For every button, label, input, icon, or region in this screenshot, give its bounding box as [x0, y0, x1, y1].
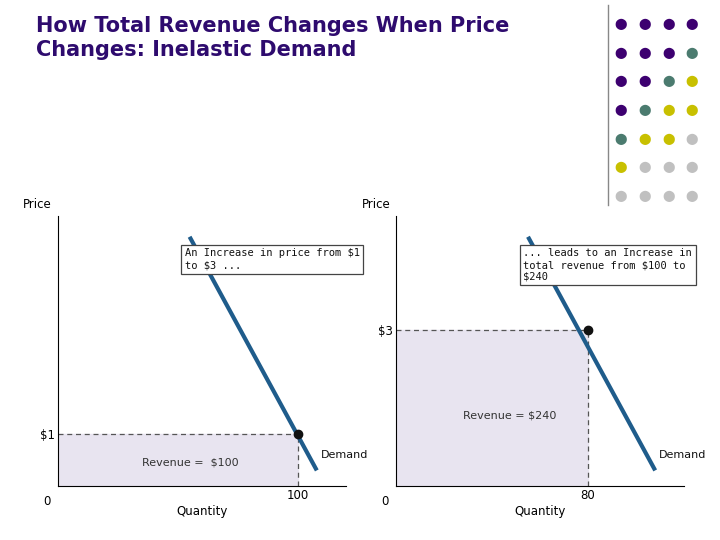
Text: ⬤: ⬤ — [614, 191, 627, 202]
Text: ⬤: ⬤ — [662, 191, 675, 202]
Text: ⬤: ⬤ — [614, 105, 627, 116]
Text: Revenue = $240: Revenue = $240 — [463, 411, 557, 421]
Text: ⬤: ⬤ — [614, 133, 627, 145]
Text: 0: 0 — [43, 495, 50, 508]
Text: ⬤: ⬤ — [662, 133, 675, 145]
Text: Demand: Demand — [659, 450, 706, 460]
Text: ⬤: ⬤ — [638, 162, 651, 173]
Text: Revenue =  $100: Revenue = $100 — [142, 457, 238, 468]
Text: An Increase in price from $1
to $3 ...: An Increase in price from $1 to $3 ... — [185, 248, 360, 270]
Text: Price: Price — [23, 198, 52, 211]
Text: ⬤: ⬤ — [685, 191, 698, 202]
Polygon shape — [58, 434, 297, 486]
Text: ⬤: ⬤ — [662, 19, 675, 30]
Text: How Total Revenue Changes When Price
Changes: Inelastic Demand: How Total Revenue Changes When Price Cha… — [36, 16, 509, 60]
Text: ⬤: ⬤ — [662, 76, 675, 87]
Text: ⬤: ⬤ — [685, 19, 698, 30]
Text: ⬤: ⬤ — [638, 48, 651, 59]
Text: ⬤: ⬤ — [662, 105, 675, 116]
Text: ⬤: ⬤ — [685, 162, 698, 173]
Text: ⬤: ⬤ — [614, 162, 627, 173]
Polygon shape — [396, 330, 588, 486]
Text: Demand: Demand — [320, 450, 368, 460]
Text: 0: 0 — [382, 495, 389, 508]
Text: ⬤: ⬤ — [662, 48, 675, 59]
Text: ⬤: ⬤ — [685, 133, 698, 145]
Text: ⬤: ⬤ — [614, 76, 627, 87]
Text: ⬤: ⬤ — [662, 162, 675, 173]
Text: ... leads to an Increase in
total revenue from $100 to
$240: ... leads to an Increase in total revenu… — [523, 248, 692, 281]
Text: ⬤: ⬤ — [685, 76, 698, 87]
Text: Price: Price — [361, 198, 390, 211]
X-axis label: Quantity: Quantity — [514, 504, 566, 517]
Text: ⬤: ⬤ — [638, 191, 651, 202]
Text: ⬤: ⬤ — [685, 105, 698, 116]
Text: ⬤: ⬤ — [614, 48, 627, 59]
Text: ⬤: ⬤ — [638, 19, 651, 30]
Text: ⬤: ⬤ — [638, 76, 651, 87]
X-axis label: Quantity: Quantity — [176, 504, 228, 517]
Text: ⬤: ⬤ — [638, 105, 651, 116]
Text: ⬤: ⬤ — [614, 19, 627, 30]
Text: ⬤: ⬤ — [638, 133, 651, 145]
Text: ⬤: ⬤ — [685, 48, 698, 59]
